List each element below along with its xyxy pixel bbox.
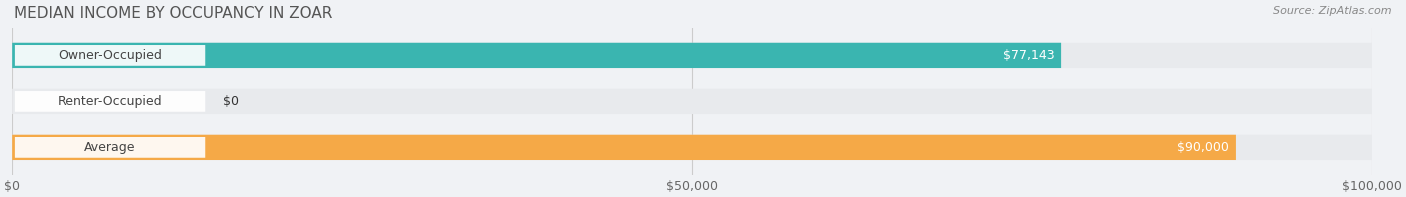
Text: Average: Average bbox=[84, 141, 136, 154]
FancyBboxPatch shape bbox=[13, 43, 1062, 68]
Text: $0: $0 bbox=[224, 95, 239, 108]
FancyBboxPatch shape bbox=[13, 135, 1236, 160]
Text: Owner-Occupied: Owner-Occupied bbox=[58, 49, 162, 62]
Text: MEDIAN INCOME BY OCCUPANCY IN ZOAR: MEDIAN INCOME BY OCCUPANCY IN ZOAR bbox=[14, 6, 332, 21]
Text: $77,143: $77,143 bbox=[1002, 49, 1054, 62]
FancyBboxPatch shape bbox=[13, 89, 1372, 114]
FancyBboxPatch shape bbox=[13, 43, 1372, 68]
Text: $90,000: $90,000 bbox=[1177, 141, 1229, 154]
Text: Renter-Occupied: Renter-Occupied bbox=[58, 95, 162, 108]
FancyBboxPatch shape bbox=[15, 137, 205, 158]
FancyBboxPatch shape bbox=[13, 135, 1372, 160]
Text: Source: ZipAtlas.com: Source: ZipAtlas.com bbox=[1274, 6, 1392, 16]
FancyBboxPatch shape bbox=[15, 91, 205, 112]
FancyBboxPatch shape bbox=[15, 45, 205, 66]
